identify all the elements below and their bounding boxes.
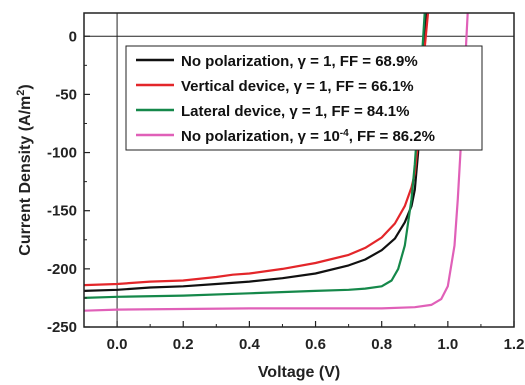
legend-label-3-text: No polarization, γ = 10 bbox=[181, 128, 340, 145]
y-tick-label: -150 bbox=[47, 203, 77, 220]
y-tick-label: 0 bbox=[69, 28, 77, 45]
legend-label-0-text: No polarization, γ = 1, FF = 68.9% bbox=[181, 53, 418, 70]
legend-label-1-text: Vertical device, γ = 1, FF = 66.1% bbox=[181, 78, 414, 95]
x-tick-label: 1.2 bbox=[504, 336, 525, 353]
y-tick-label: -100 bbox=[47, 145, 77, 162]
legend-label-0: No polarization, γ = 1, FF = 68.9% bbox=[181, 53, 418, 70]
x-axis-title: Voltage (V) bbox=[258, 364, 340, 381]
legend-label-3-sup: -4 bbox=[340, 128, 349, 139]
legend-label-3: No polarization, γ = 10-4, FF = 86.2% bbox=[181, 128, 435, 146]
reference-lines bbox=[84, 13, 514, 327]
y-axis-ticks: 0 -50 -100 -150 -200 -250 bbox=[47, 28, 90, 336]
plot-frame bbox=[83, 12, 515, 328]
x-tick-label: 1.0 bbox=[437, 336, 458, 353]
series-line-0 bbox=[84, 13, 428, 292]
x-axis-ticks: 0.0 0.2 0.4 0.6 0.8 1.0 1.2 bbox=[83, 321, 525, 353]
x-tick-label: 0.6 bbox=[305, 336, 326, 353]
x-tick-label: 0.8 bbox=[371, 336, 392, 353]
legend-label-2-text: Lateral device, γ = 1, FF = 84.1% bbox=[181, 103, 409, 120]
y-axis-title-sup: 2 bbox=[15, 90, 27, 96]
x-tick-label: 0.4 bbox=[239, 336, 261, 353]
legend-label-2: Lateral device, γ = 1, FF = 84.1% bbox=[181, 103, 409, 120]
y-tick-label: -200 bbox=[47, 261, 77, 278]
legend-label-1: Vertical device, γ = 1, FF = 66.1% bbox=[181, 78, 414, 95]
legend: No polarization, γ = 1, FF = 68.9% Verti… bbox=[125, 45, 483, 151]
x-tick-label: 0.2 bbox=[173, 336, 194, 353]
x-tick-label: 0.0 bbox=[107, 336, 128, 353]
legend-box bbox=[125, 45, 483, 151]
y-axis-title: Current Density (A/m2) bbox=[15, 84, 34, 255]
y-tick-label: -250 bbox=[47, 319, 77, 336]
legend-label-3-suffix: , FF = 86.2% bbox=[349, 128, 435, 145]
y-axis-title-end: ) bbox=[17, 84, 34, 89]
y-axis-title-main: Current Density (A/m bbox=[17, 96, 34, 256]
y-tick-label: -50 bbox=[55, 86, 77, 103]
